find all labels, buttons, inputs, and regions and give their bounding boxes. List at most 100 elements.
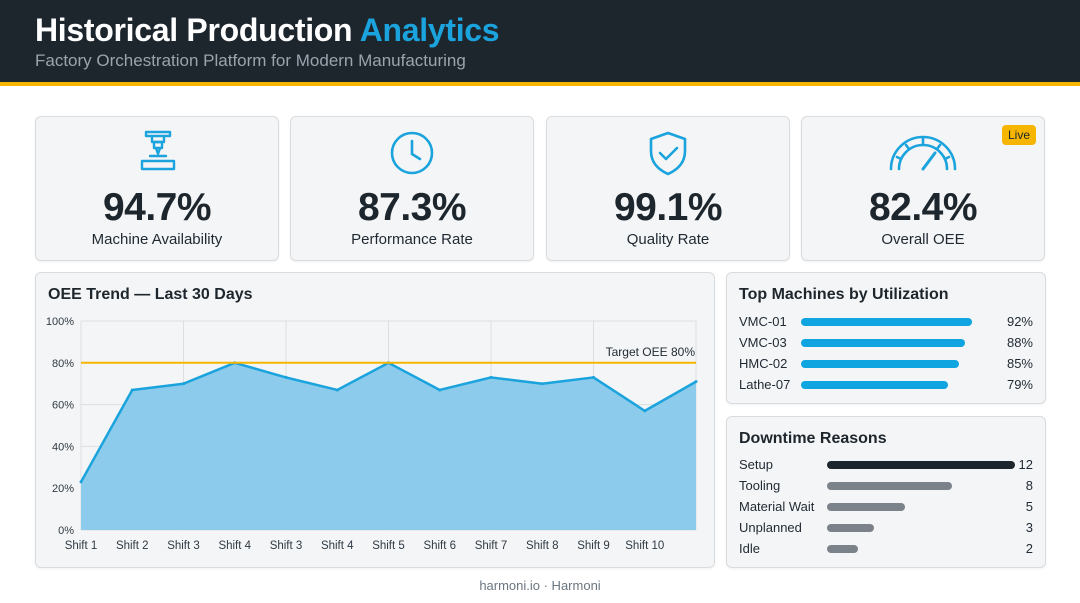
machine-name: VMC-03	[739, 335, 787, 350]
y-tick-label: 100%	[46, 316, 74, 328]
machine-name: Lathe-07	[739, 377, 791, 392]
kpi-value: 82.4%	[868, 186, 978, 229]
kpi-card-quality: 99.1% Quality Rate	[546, 116, 790, 261]
kpi-label: Performance Rate	[351, 231, 473, 248]
y-tick-label: 60%	[52, 400, 74, 412]
utilization-value: 79%	[1006, 377, 1033, 392]
oee-area-fill	[81, 362, 696, 530]
downtime-panel: Downtime Reasons Setup 12 Tooling 8 Material…	[726, 416, 1046, 568]
utilization-row: VMC-01 92%	[739, 314, 1033, 332]
x-tick-label: Shift 1	[65, 540, 98, 552]
y-tick-label: 80%	[52, 358, 74, 370]
x-tick-label: Shift 8	[526, 540, 559, 552]
downtime-count: 8	[1025, 478, 1033, 493]
downtime-bar	[827, 461, 1015, 469]
downtime-count: 5	[1025, 499, 1033, 514]
oee-trend-chart: 0% 20% 40% 60% 80% 100% Target OEE 80% Shift 1 S…	[36, 273, 716, 569]
page-subtitle: Factory Orchestration Platform for Moder…	[35, 51, 466, 70]
utilization-bar	[801, 318, 973, 326]
x-tick-label: Shift 7	[475, 540, 508, 552]
downtime-bar-track	[827, 461, 1015, 469]
gauge-icon	[889, 135, 957, 171]
machine-name: HMC-02	[739, 356, 788, 371]
utilization-panel: Top Machines by Utilization VMC-01 92% VMC…	[726, 272, 1046, 404]
title-accent: Analytics	[359, 12, 500, 48]
oee-data-point	[643, 409, 647, 413]
kpi-value: 99.1%	[613, 186, 723, 229]
downtime-bar	[827, 524, 874, 532]
shield-check-icon	[649, 131, 687, 176]
downtime-bar	[827, 503, 906, 511]
utilization-value: 92%	[1006, 314, 1033, 329]
downtime-bar	[827, 545, 859, 553]
oee-data-point	[79, 480, 83, 484]
utilization-value: 85%	[1006, 356, 1033, 371]
utilization-row: HMC-02 85%	[739, 356, 1033, 374]
utilization-bar	[801, 360, 960, 368]
target-oee-label: Target OEE 80%	[606, 345, 696, 359]
kpi-card-performance: 87.3% Performance Rate	[290, 116, 534, 261]
downtime-bar-track	[827, 503, 1015, 511]
downtime-reason: Unplanned	[739, 520, 802, 535]
oee-data-point	[130, 388, 134, 392]
utilization-title: Top Machines by Utilization	[739, 286, 949, 303]
downtime-count: 12	[1018, 457, 1033, 472]
x-tick-label: Shift 2	[116, 540, 149, 552]
x-tick-label: Shift 10	[625, 540, 664, 552]
utilization-bar-track	[801, 360, 987, 368]
downtime-count: 3	[1025, 520, 1033, 535]
oee-data-point	[489, 375, 493, 379]
machine-name: VMC-01	[739, 314, 787, 329]
x-tick-label: Shift 4	[218, 540, 251, 552]
oee-data-point	[182, 382, 185, 386]
kpi-value: 87.3%	[357, 186, 467, 229]
oee-data-point	[592, 375, 595, 379]
downtime-reason: Setup	[739, 457, 773, 472]
oee-data-point	[694, 380, 698, 384]
downtime-bar-track	[827, 545, 1015, 553]
x-tick-label: Shift 5	[372, 540, 405, 552]
live-badge: Live	[1001, 125, 1036, 145]
clock-icon	[390, 131, 434, 175]
oee-data-point	[335, 388, 339, 392]
downtime-reason: Tooling	[739, 478, 781, 493]
cnc-machine-icon	[140, 130, 176, 171]
kpi-card-availability: 94.7% Machine Availability	[35, 116, 279, 261]
x-tick-label: Shift 4	[321, 540, 354, 552]
footer-credit: harmoni.io · Harmoni	[479, 578, 601, 593]
utilization-value: 88%	[1006, 335, 1033, 350]
downtime-count: 2	[1025, 541, 1033, 556]
oee-area-chart-svg: 0% 20% 40% 60% 80% 100% Target OEE 80% Shift 1 S…	[46, 316, 698, 552]
downtime-row: Idle 2	[739, 541, 1033, 559]
utilization-bar-track	[801, 381, 987, 389]
kpi-label: Quality Rate	[626, 231, 710, 248]
page-title: Historical Production Analytics	[35, 12, 500, 49]
y-tick-label: 20%	[52, 483, 74, 495]
kpi-label: Overall OEE	[881, 231, 965, 248]
downtime-bar-track	[827, 524, 1015, 532]
oee-data-point	[284, 375, 288, 379]
oee-trend-title: OEE Trend — Last 30 Days	[48, 286, 253, 303]
downtime-reason: Idle	[739, 541, 760, 556]
x-tick-label: Shift 6	[423, 540, 456, 552]
title-main: Historical Production	[35, 12, 353, 48]
downtime-bar-track	[827, 482, 1015, 490]
utilization-row: VMC-03 88%	[739, 335, 1033, 353]
oee-data-point	[438, 388, 442, 392]
oee-data-point	[540, 382, 544, 386]
downtime-row: Setup 12	[739, 457, 1033, 475]
kpi-label: Machine Availability	[91, 231, 223, 248]
downtime-row: Material Wait 5	[739, 499, 1033, 517]
x-tick-label: Shift 3	[270, 540, 303, 552]
kpi-value: 94.7%	[102, 186, 212, 229]
utilization-bar	[801, 381, 948, 389]
page-header: Historical Production Analytics Factory …	[0, 0, 1080, 86]
utilization-row: Lathe-07 79%	[739, 377, 1033, 395]
downtime-title: Downtime Reasons	[739, 430, 887, 447]
utilization-bar-track	[801, 339, 987, 347]
downtime-row: Unplanned 3	[739, 520, 1033, 538]
oee-trend-panel: OEE Trend — Last 30 Days 0% 20% 40% 60% 80% 1…	[35, 272, 715, 568]
x-tick-label: Shift 9	[577, 540, 610, 552]
downtime-reason: Material Wait	[739, 499, 815, 514]
kpi-card-oee: Live 82.4% Overall OEE	[801, 116, 1045, 261]
